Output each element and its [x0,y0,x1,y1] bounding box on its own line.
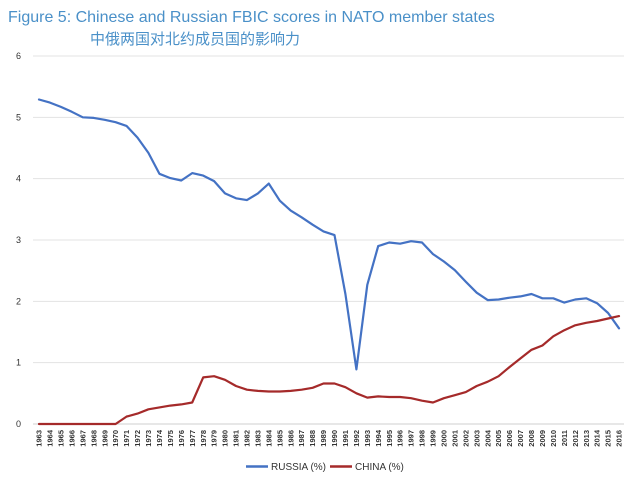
x-tick-label: 1968 [89,430,98,447]
x-tick-label: 1977 [188,430,197,447]
x-tick-label: 1983 [253,430,262,447]
x-tick-label: 1969 [100,430,109,447]
series-line-china [37,315,621,426]
y-tick-label: 3 [16,235,21,245]
x-tick-label: 1971 [122,430,131,447]
x-tick-label: 1990 [330,430,339,447]
y-tick-label: 4 [16,174,21,184]
x-tick-label: 1988 [308,430,317,447]
chart-title: Figure 5: Chinese and Russian FBIC score… [8,9,495,26]
legend-label: CHINA (%) [355,462,404,473]
x-tick-label: 2002 [461,430,470,447]
y-tick-label: 0 [16,419,21,429]
x-tick-label: 1974 [155,429,164,447]
x-tick-label: 1966 [67,430,76,447]
legend-label: RUSSIA (%) [271,462,326,473]
x-tick-label: 1987 [297,430,306,447]
x-tick-label: 2001 [450,430,459,447]
x-tick-label: 1996 [396,430,405,447]
x-tick-label: 2008 [527,430,536,447]
chart-subtitle: 中俄两国对北约成员国的影响力 [90,30,301,48]
x-tick-label: 2015 [604,430,613,447]
x-tick-label: 2012 [571,430,580,447]
x-tick-label: 1975 [166,430,175,447]
x-tick-label: 2000 [440,430,449,447]
x-tick-label: 1964 [46,429,55,447]
x-tick-label: 2003 [472,430,481,447]
x-tick-label: 1978 [199,430,208,447]
x-tick-label: 2006 [505,430,514,447]
x-tick-label: 1997 [407,430,416,447]
x-tick-label: 1981 [232,430,241,447]
gridlines [33,55,624,425]
x-tick-label: 1980 [221,430,230,447]
x-tick-label: 2011 [560,430,569,446]
x-tick-label: 2005 [494,430,503,447]
x-tick-label: 2013 [582,430,591,447]
x-tick-label: 1970 [111,430,120,447]
x-tick-label: 1992 [352,430,361,447]
x-tick-label: 1999 [429,430,438,447]
x-tick-label: 2014 [593,429,602,447]
x-tick-label: 1965 [56,430,65,447]
x-tick-label: 1989 [319,430,328,447]
x-axis: 1963 1964 1965 1966 1967 1968 1969 1970 1971 1972… [35,429,624,447]
x-tick-label: 1993 [363,430,372,447]
x-tick-label: 2004 [483,429,492,447]
x-tick-label: 1995 [385,430,394,447]
x-tick-label: 1976 [177,430,186,447]
x-tick-label: 2010 [549,430,558,447]
x-tick-label: 2009 [538,430,547,447]
y-tick-label: 5 [16,112,21,122]
x-tick-label: 1985 [275,430,284,447]
y-axis: 0 1 2 3 4 5 6 [16,51,21,429]
x-tick-label: 1994 [374,429,383,447]
x-tick-label: 2007 [516,430,525,447]
y-tick-label: 2 [16,296,21,306]
x-tick-label: 1982 [243,430,252,447]
x-tick-label: 1963 [35,430,44,447]
legend: RUSSIA (%) CHINA (%) [246,462,404,473]
series-line-russia [37,98,621,371]
x-tick-label: 1998 [418,430,427,447]
x-tick-label: 1986 [286,430,295,447]
series-lines [37,98,621,426]
x-tick-label: 1979 [210,430,219,447]
x-tick-label: 1973 [144,430,153,447]
y-tick-label: 1 [16,358,21,368]
x-tick-label: 1991 [341,430,350,447]
x-tick-label: 1967 [78,430,87,447]
x-tick-label: 1972 [133,430,142,447]
x-tick-label: 1984 [264,429,273,447]
y-tick-label: 6 [16,51,21,61]
x-tick-label: 2016 [615,430,624,447]
